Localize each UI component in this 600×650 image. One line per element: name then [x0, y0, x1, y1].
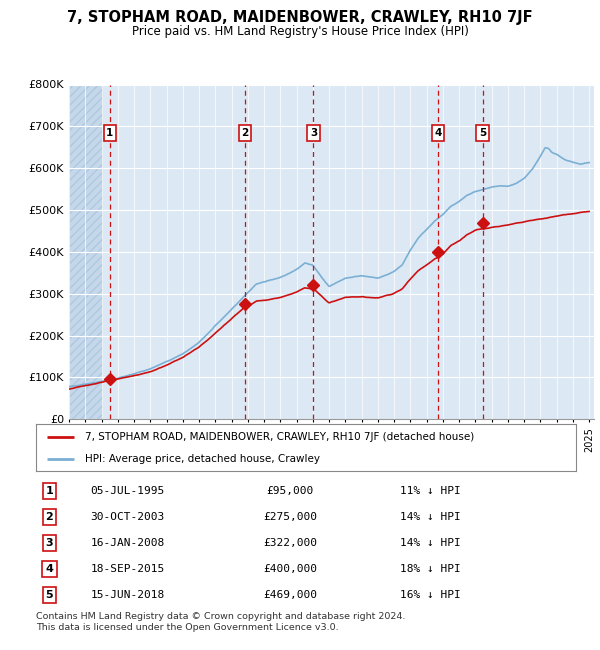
Text: 3: 3 — [46, 538, 53, 548]
Text: 4: 4 — [434, 128, 442, 138]
Text: 2: 2 — [241, 128, 248, 138]
Text: 16% ↓ HPI: 16% ↓ HPI — [400, 590, 461, 600]
Text: 3: 3 — [310, 128, 317, 138]
Text: 11% ↓ HPI: 11% ↓ HPI — [400, 486, 461, 496]
Bar — [69, 84, 101, 419]
Text: £275,000: £275,000 — [263, 512, 317, 522]
Text: 15-JUN-2018: 15-JUN-2018 — [91, 590, 165, 600]
Text: £95,000: £95,000 — [266, 486, 313, 496]
Text: 2: 2 — [46, 512, 53, 522]
Text: Contains HM Land Registry data © Crown copyright and database right 2024.
This d: Contains HM Land Registry data © Crown c… — [36, 612, 406, 632]
Text: 30-OCT-2003: 30-OCT-2003 — [91, 512, 165, 522]
Text: £469,000: £469,000 — [263, 590, 317, 600]
Text: 1: 1 — [106, 128, 113, 138]
Text: 7, STOPHAM ROAD, MAIDENBOWER, CRAWLEY, RH10 7JF: 7, STOPHAM ROAD, MAIDENBOWER, CRAWLEY, R… — [67, 10, 533, 25]
Text: 7, STOPHAM ROAD, MAIDENBOWER, CRAWLEY, RH10 7JF (detached house): 7, STOPHAM ROAD, MAIDENBOWER, CRAWLEY, R… — [85, 432, 474, 442]
Text: 5: 5 — [46, 590, 53, 600]
Text: 5: 5 — [479, 128, 486, 138]
Text: 05-JUL-1995: 05-JUL-1995 — [91, 486, 165, 496]
Text: 16-JAN-2008: 16-JAN-2008 — [91, 538, 165, 548]
Text: HPI: Average price, detached house, Crawley: HPI: Average price, detached house, Craw… — [85, 454, 320, 463]
Text: 18-SEP-2015: 18-SEP-2015 — [91, 564, 165, 574]
Text: 4: 4 — [46, 564, 53, 574]
Text: 14% ↓ HPI: 14% ↓ HPI — [400, 512, 461, 522]
Text: £322,000: £322,000 — [263, 538, 317, 548]
Text: Price paid vs. HM Land Registry's House Price Index (HPI): Price paid vs. HM Land Registry's House … — [131, 25, 469, 38]
Text: 14% ↓ HPI: 14% ↓ HPI — [400, 538, 461, 548]
Bar — [69, 84, 101, 419]
Text: 18% ↓ HPI: 18% ↓ HPI — [400, 564, 461, 574]
Text: 1: 1 — [46, 486, 53, 496]
Text: £400,000: £400,000 — [263, 564, 317, 574]
